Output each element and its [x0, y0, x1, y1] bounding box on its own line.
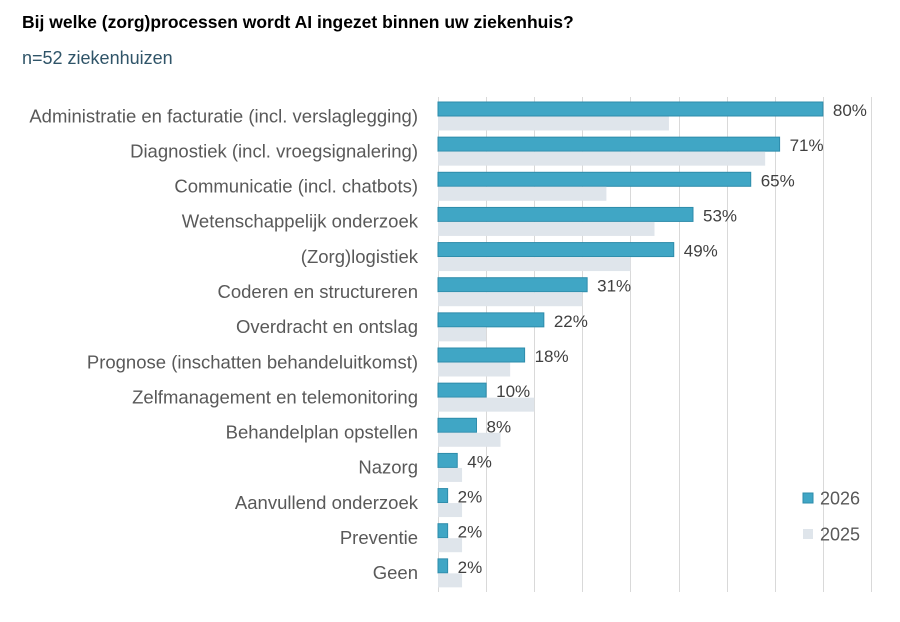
- category-label: Prognose (inschatten behandeluitkomst): [87, 351, 418, 372]
- bar-2025: [438, 573, 463, 588]
- legend-item: 2025: [803, 524, 860, 544]
- category-label: Administratie en facturatie (incl. versl…: [29, 105, 418, 126]
- data-label: 4%: [467, 452, 492, 471]
- data-label: 49%: [684, 242, 718, 261]
- category-label: Nazorg: [358, 457, 418, 478]
- data-label: 18%: [535, 347, 569, 366]
- category-label: Communicatie (incl. chatbots): [174, 176, 418, 197]
- bar-2026: [437, 206, 694, 222]
- bar-2026: [437, 136, 781, 152]
- bar-2026: [437, 452, 458, 468]
- bar-2026: [437, 382, 487, 398]
- bar-2025: [438, 538, 463, 553]
- data-label: 80%: [833, 101, 867, 120]
- bar-2026: [437, 488, 449, 504]
- gridlines: [438, 97, 872, 592]
- data-label: 31%: [597, 277, 631, 296]
- data-label: 71%: [790, 136, 824, 155]
- category-labels: Administratie en facturatie (incl. versl…: [29, 105, 418, 583]
- category-label: Geen: [373, 562, 418, 583]
- category-label: Overdracht en ontslag: [236, 316, 418, 337]
- legend: 2026 2025: [802, 488, 860, 544]
- category-label: Diagnostiek (incl. vroegsignalering): [130, 140, 418, 161]
- bar-2026: [437, 523, 449, 539]
- bar-2025: [438, 397, 535, 412]
- data-label: 10%: [496, 382, 530, 401]
- category-label: Aanvullend onderzoek: [235, 492, 419, 513]
- bar-2026: [437, 417, 477, 433]
- bars: [437, 101, 824, 588]
- bar-2026: [437, 312, 545, 328]
- data-label: 2%: [458, 488, 483, 507]
- category-label: Behandelplan opstellen: [226, 422, 418, 443]
- bar-2025: [438, 503, 463, 518]
- category-label: Zelfmanagement en telemonitoring: [132, 386, 418, 407]
- bar-2026: [437, 347, 526, 363]
- bar-2025: [438, 221, 655, 236]
- chart-subtitle: n=52 ziekenhuizen: [22, 48, 173, 68]
- legend-label: 2025: [820, 524, 860, 544]
- bar-2025: [438, 432, 501, 447]
- category-label: (Zorg)logistiek: [301, 246, 419, 267]
- bar-2025: [438, 151, 766, 166]
- legend-swatch: [802, 492, 814, 504]
- bar-2025: [438, 292, 583, 307]
- data-labels: 80% 71% 65% 53% 49% 31% 22% 18% 10% 8% 4% 2% 2% 2%: [458, 101, 867, 577]
- bar-2025: [438, 186, 607, 201]
- legend-item: 2026: [802, 488, 860, 508]
- bar-2026: [437, 101, 824, 117]
- data-label: 22%: [554, 312, 588, 331]
- data-label: 8%: [486, 417, 511, 436]
- bar-2025: [438, 257, 631, 272]
- data-label: 53%: [703, 206, 737, 225]
- legend-swatch: [803, 529, 813, 539]
- bar-2025: [438, 116, 669, 131]
- bar-2026: [437, 171, 752, 187]
- bar-2025: [438, 362, 511, 377]
- bar-2026: [437, 242, 675, 258]
- bar-2025: [438, 327, 487, 342]
- data-label: 2%: [458, 558, 483, 577]
- category-label: Preventie: [340, 527, 418, 548]
- chart-title: Bij welke (zorg)processen wordt AI ingez…: [22, 12, 574, 32]
- bar-2026: [437, 277, 588, 293]
- bar-2026: [437, 558, 449, 574]
- bar-2025: [438, 467, 463, 482]
- data-label: 2%: [458, 523, 483, 542]
- category-label: Wetenschappelijk onderzoek: [182, 211, 419, 232]
- legend-label: 2026: [820, 488, 860, 508]
- data-label: 65%: [761, 171, 795, 190]
- category-label: Coderen en structureren: [217, 281, 418, 302]
